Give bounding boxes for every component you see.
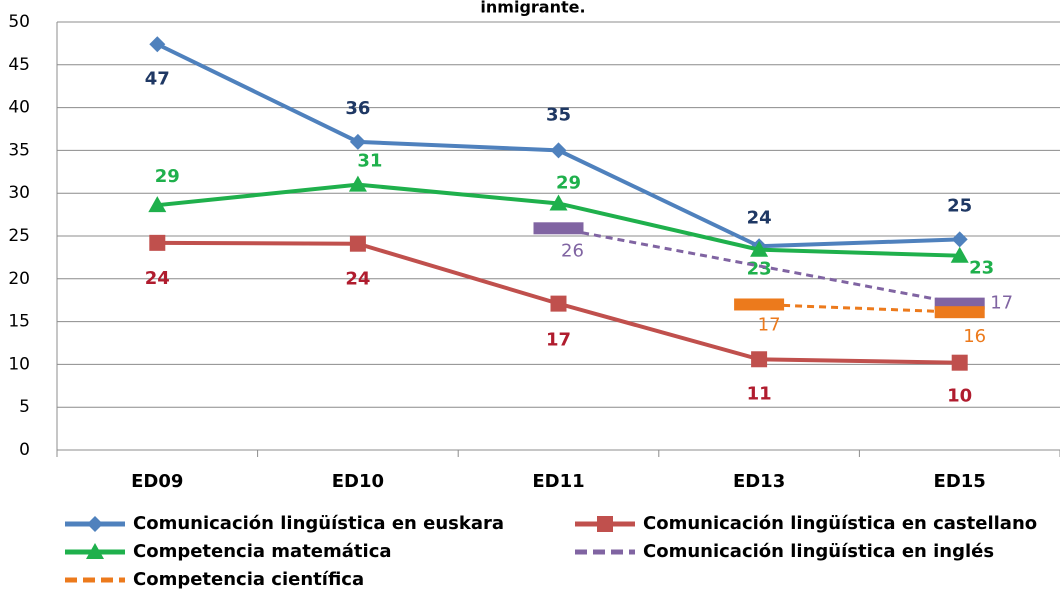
- series-marker: [348, 175, 367, 192]
- y-tick-label: 15: [8, 312, 30, 332]
- value-label: 29: [556, 172, 581, 193]
- y-tick-label: 20: [8, 269, 30, 289]
- y-tick-label: 0: [19, 440, 30, 460]
- series-marker: [149, 36, 166, 53]
- value-label: 17: [990, 293, 1013, 314]
- series-marker: [349, 235, 366, 252]
- legend-label: Comunicación lingüística en inglés: [643, 541, 994, 562]
- value-label: 17: [546, 330, 571, 351]
- value-label: 26: [561, 240, 584, 261]
- y-tick-label: 40: [8, 98, 30, 118]
- value-label: 47: [145, 68, 170, 89]
- series-marker: [149, 234, 166, 251]
- value-label: 25: [947, 195, 972, 216]
- series-marker: [549, 194, 568, 211]
- series-marker: [951, 354, 968, 371]
- y-tick-label: 45: [8, 55, 30, 75]
- x-tick-label: ED09: [131, 471, 183, 492]
- series-marker: [349, 133, 366, 150]
- value-label: 16: [963, 326, 986, 347]
- value-label: 31: [357, 151, 382, 172]
- series-marker: [934, 306, 985, 319]
- series-marker: [950, 246, 969, 263]
- value-label: 10: [947, 386, 972, 407]
- legend-marker: [597, 516, 613, 532]
- series-marker: [533, 222, 584, 235]
- value-label: 24: [145, 268, 170, 289]
- series-marker: [751, 351, 768, 368]
- legend-label: Comunicación lingüística en castellano: [643, 513, 1037, 534]
- legend-label: Comunicación lingüística en euskara: [133, 513, 504, 534]
- x-tick-label: ED13: [733, 471, 785, 492]
- x-tick-label: ED11: [532, 471, 584, 492]
- series-marker: [550, 142, 567, 159]
- x-tick-label: ED10: [332, 471, 384, 492]
- legend-marker: [87, 516, 103, 532]
- value-label: 24: [747, 207, 772, 228]
- value-label: 17: [758, 314, 781, 335]
- series-marker: [951, 231, 968, 248]
- y-tick-label: 50: [8, 12, 30, 32]
- series-line: [558, 226, 960, 306]
- chart-title: inmigrante.: [480, 0, 585, 17]
- series-marker: [734, 298, 785, 311]
- y-tick-label: 30: [8, 183, 30, 203]
- y-tick-label: 25: [8, 226, 30, 246]
- value-label: 23: [969, 258, 994, 279]
- series-marker: [550, 295, 567, 312]
- legend-marker: [86, 543, 104, 559]
- series-marker: [750, 240, 769, 257]
- value-label: 35: [546, 104, 571, 125]
- value-label: 24: [345, 269, 370, 290]
- legend-label: Competencia científica: [133, 569, 364, 590]
- y-tick-label: 35: [8, 140, 30, 160]
- value-label: 36: [345, 98, 370, 119]
- value-label: 23: [747, 259, 772, 280]
- x-tick-label: ED15: [934, 471, 986, 492]
- series-line: [759, 302, 960, 314]
- value-label: 29: [155, 166, 180, 187]
- value-label: 11: [747, 383, 772, 404]
- legend-label: Competencia matemática: [133, 541, 392, 562]
- y-tick-label: 5: [19, 397, 30, 417]
- series-marker: [148, 196, 167, 213]
- y-tick-label: 10: [8, 354, 30, 374]
